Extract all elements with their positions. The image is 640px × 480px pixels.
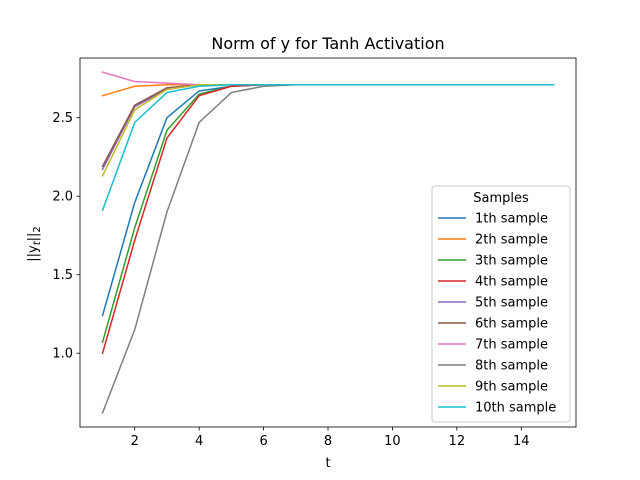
legend-entry-8: 8th sample: [475, 359, 548, 374]
x-tick-label: 12: [449, 434, 466, 449]
y-tick-label: 1.5: [52, 268, 73, 283]
x-tick-label: 2: [131, 434, 139, 449]
series-line-10: [101, 83, 555, 212]
x-tick-label: 4: [195, 434, 203, 449]
x-tick-label: 6: [259, 434, 267, 449]
legend-entry-4: 4th sample: [475, 275, 548, 290]
y-axis-label-subscript: t: [32, 240, 43, 245]
legend: Samples 1th sample 2th sample 3th sample 4th…: [431, 185, 571, 423]
y-tick-label: 2.0: [52, 190, 73, 205]
y-axis-label-prefix: ||y: [26, 245, 41, 262]
y-tick-label: 2.5: [52, 111, 73, 126]
legend-entry-7: 7th sample: [475, 338, 548, 353]
legend-title: Samples: [473, 191, 529, 206]
legend-entry-1: 1th sample: [475, 212, 548, 227]
legend-entry-10: 10th sample: [475, 401, 556, 416]
series-lines: [101, 71, 555, 414]
legend-entry-6: 6th sample: [475, 317, 548, 332]
y-axis-label-subscript-2: 2: [32, 226, 43, 232]
legend-entry-5: 5th sample: [475, 296, 548, 311]
axes: 2 4 6 8 10 12 14 1.0 1.5 2.0 2.5: [52, 57, 577, 449]
legend-entry-2: 2th sample: [475, 233, 548, 248]
x-tick-label: 14: [513, 434, 530, 449]
chart-title: Norm of y for Tanh Activation: [211, 34, 444, 53]
legend-entry-3: 3th sample: [475, 254, 548, 269]
y-axis-label: ||yt||2: [26, 226, 43, 262]
y-axis-label-suffix: ||: [26, 233, 41, 242]
legend-box: [431, 185, 571, 423]
y-tick-label: 1.0: [52, 347, 73, 362]
legend-entry-9: 9th sample: [475, 380, 548, 395]
x-axis-label: t: [325, 456, 330, 471]
x-tick-label: 10: [384, 434, 401, 449]
x-tick-label: 8: [324, 434, 332, 449]
